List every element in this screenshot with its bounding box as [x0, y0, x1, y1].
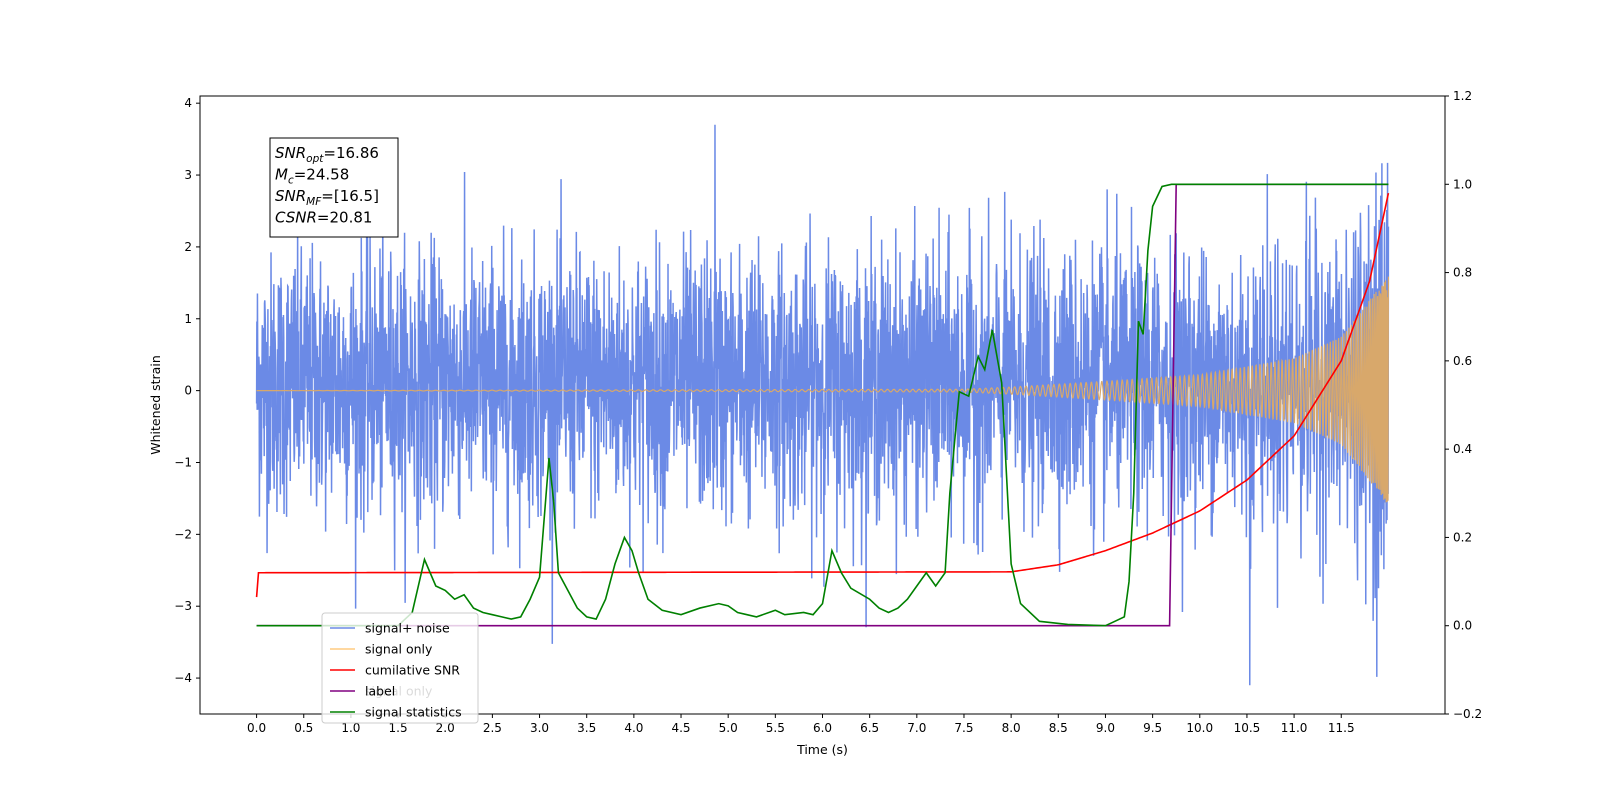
- y-tick-label: 1: [184, 312, 192, 326]
- x-axis-label: Time (s): [796, 742, 848, 757]
- legend-frame: [321, 612, 479, 724]
- x-tick-label: 10.5: [1234, 721, 1261, 735]
- x-tick-label: 11.0: [1281, 721, 1308, 735]
- x-tick-label: 5.0: [719, 721, 738, 735]
- y-tick-label: 4: [184, 96, 192, 110]
- legend-entry-label: cumilative SNR: [365, 663, 460, 678]
- y2-tick-label: 0.0: [1453, 619, 1472, 633]
- annotation-line: SNRMF=[16.5]: [275, 187, 379, 208]
- legend: signal+ noise signal only cumilative SNR la…: [321, 612, 479, 724]
- x-tick-label: 9.0: [1096, 721, 1115, 735]
- snr-annotation-box: SNRopt=16.86Mc=24.58SNRMF=[16.5]CSNR=20.…: [269, 137, 399, 238]
- x-tick-label: 1.5: [389, 721, 408, 735]
- x-tick-label: 0.5: [294, 721, 313, 735]
- x-tick-label: 6.5: [860, 721, 879, 735]
- y-tick-label: −3: [174, 599, 192, 613]
- x-tick-label: 1.0: [341, 721, 360, 735]
- x-tick-label: 4.5: [671, 721, 690, 735]
- y-tick-label: −2: [174, 527, 192, 541]
- x-tick-label: 2.5: [483, 721, 502, 735]
- x-tick-label: 9.5: [1143, 721, 1162, 735]
- x-tick-label: 5.5: [766, 721, 785, 735]
- series-line-cumulative-snr: [255, 192, 1390, 598]
- y2-tick-label: 1.2: [1453, 89, 1472, 103]
- series-layer: [255, 124, 1390, 686]
- x-tick-label: 6.0: [813, 721, 832, 735]
- legend-entry-label: label: [365, 684, 395, 699]
- series-line-signal-statistics: [256, 183, 1389, 627]
- x-tick-label: 2.0: [436, 721, 455, 735]
- x-tick-label: 10.0: [1186, 721, 1213, 735]
- x-tick-label: 0.0: [247, 721, 266, 735]
- y2-axis-ticks: −0.2 0.0 0.2 0.4 0.6 0.8 1.0 1.2: [1445, 89, 1482, 721]
- x-axis-ticks: 0.0 0.5 1.0 1.5 2.0 2.5 3.0 3.5 4.0 4.5 5.0 5.5 6.0 6…: [247, 714, 1355, 735]
- y2-tick-label: 0.6: [1453, 354, 1472, 368]
- y-tick-label: −4: [174, 671, 192, 685]
- annotation-line: CSNR=20.81: [275, 209, 372, 227]
- y-axis-ticks: −4 −3 −2 −1 0 1 2 3 4: [174, 96, 200, 685]
- x-tick-label: 3.5: [577, 721, 596, 735]
- x-tick-label: 7.5: [954, 721, 973, 735]
- y2-tick-label: −0.2: [1453, 707, 1482, 721]
- y2-tick-label: 1.0: [1453, 177, 1472, 191]
- y-tick-label: −1: [174, 455, 192, 469]
- x-tick-label: 11.5: [1328, 721, 1355, 735]
- y-axis-label: Whitened strain: [148, 355, 163, 454]
- y-tick-label: 2: [184, 240, 192, 254]
- series-line-signal-only: [256, 276, 1390, 503]
- annotation-box-frame: [269, 137, 399, 238]
- x-tick-label: 8.0: [1002, 721, 1021, 735]
- legend-ghost-text: signal only: [365, 684, 433, 699]
- x-tick-label: 8.5: [1049, 721, 1068, 735]
- x-tick-label: 4.0: [624, 721, 643, 735]
- legend-entry-label: signal+ noise: [365, 621, 450, 636]
- y2-tick-label: 0.2: [1453, 530, 1472, 544]
- y2-tick-label: 0.8: [1453, 266, 1472, 280]
- annotation-line: SNRopt=16.86: [275, 144, 379, 165]
- legend-entry-label: signal only: [365, 642, 433, 657]
- annotation-line: Mc=24.58: [275, 166, 349, 187]
- y-tick-label: 0: [184, 384, 192, 398]
- y2-tick-label: 0.4: [1453, 442, 1472, 456]
- y-tick-label: 3: [184, 168, 192, 182]
- legend-entry-label: signal statistics: [365, 705, 462, 720]
- x-tick-label: 7.0: [907, 721, 926, 735]
- x-tick-label: 3.0: [530, 721, 549, 735]
